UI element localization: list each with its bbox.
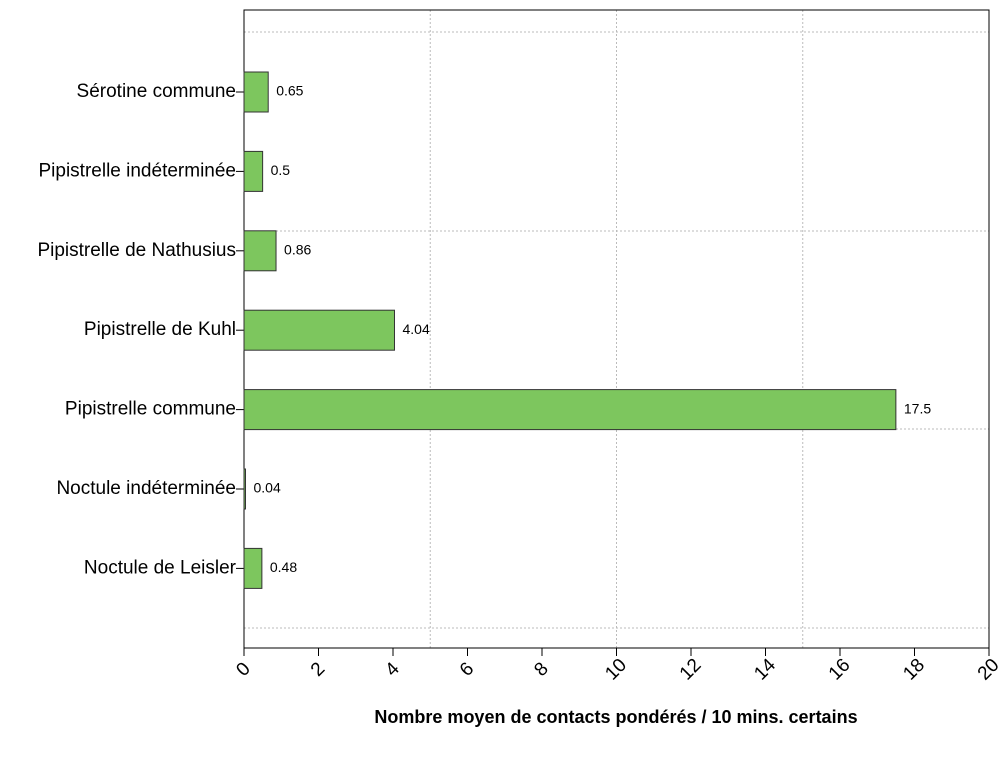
y-tick-label: Pipistrelle de Nathusius: [37, 240, 236, 261]
y-tick-label: Pipistrelle de Kuhl: [84, 319, 236, 340]
x-tick-label: 16: [825, 655, 855, 685]
x-tick-label: 18: [899, 655, 929, 685]
bar: [243, 468, 246, 510]
value-label: 0.65: [276, 83, 303, 99]
value-label: 0.86: [284, 242, 311, 258]
value-label: 0.5: [271, 162, 291, 178]
y-tick-label: Pipistrelle indéterminée: [39, 160, 237, 181]
bar: [243, 309, 395, 351]
x-tick-label: 4: [381, 658, 404, 681]
x-tick-label: 12: [676, 655, 706, 685]
value-label: 17.5: [904, 400, 931, 416]
y-tick-label: Pipistrelle commune: [65, 399, 236, 420]
bar: [243, 71, 269, 113]
value-label: 0.04: [253, 480, 280, 496]
y-tick-label: Noctule indéterminée: [56, 478, 236, 499]
value-label: 0.48: [270, 559, 297, 575]
bar: [243, 150, 264, 192]
bar: [243, 230, 277, 272]
x-tick-label: 8: [530, 658, 552, 680]
bar: [243, 547, 263, 589]
x-tick-label: 6: [456, 658, 478, 680]
x-tick-label: 2: [307, 658, 329, 680]
x-tick-label: 0: [232, 658, 254, 680]
y-tick-label: Noctule de Leisler: [84, 557, 237, 578]
value-label: 4.04: [402, 321, 429, 337]
x-tick-label: 10: [601, 655, 631, 685]
x-tick-label: 20: [974, 655, 999, 685]
bar: [243, 389, 897, 431]
x-tick-label: 14: [750, 654, 780, 684]
y-tick-label: Sérotine commune: [77, 81, 236, 102]
x-axis-label: Nombre moyen de contacts pondérés / 10 m…: [374, 707, 857, 727]
